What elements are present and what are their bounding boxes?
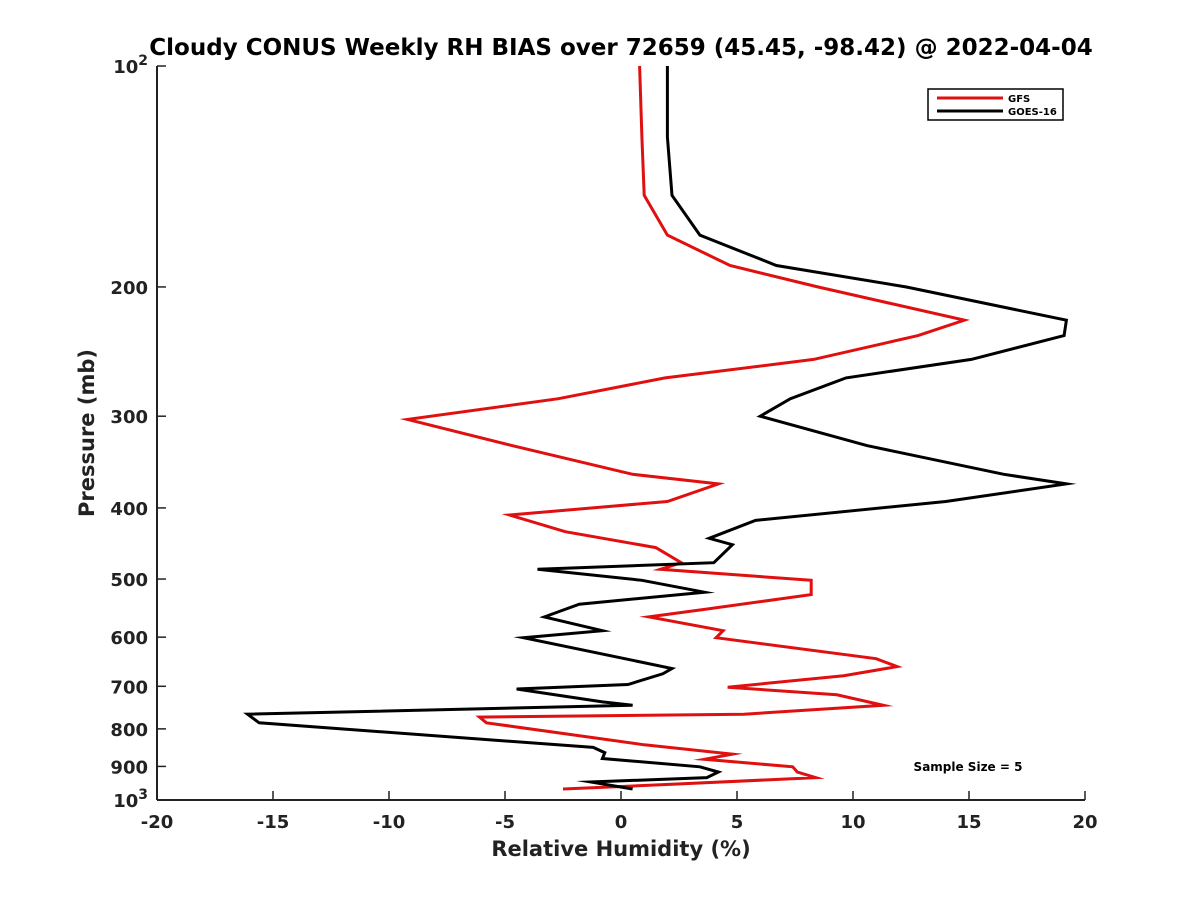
sample-size-annotation: Sample Size = 5 <box>914 760 1023 774</box>
y-tick-label: 600 <box>110 628 148 649</box>
y-tick-label: 800 <box>110 720 148 741</box>
y-tick-label: 400 <box>110 499 148 520</box>
legend-box <box>927 88 1064 121</box>
plot-area <box>157 66 1085 800</box>
legend: GFS GOES-16 <box>927 88 1064 121</box>
x-tick-label: 0 <box>615 812 628 833</box>
y-tick-label: 200 <box>110 278 148 299</box>
x-tick-label: 5 <box>731 812 744 833</box>
y-tick-label: 102 <box>113 53 148 78</box>
x-tick-label: 20 <box>1072 812 1097 833</box>
chart-title: Cloudy CONUS Weekly RH BIAS over 72659 (… <box>149 35 1092 61</box>
y-axis-title: Pressure (mb) <box>75 349 99 517</box>
x-tick-label: 10 <box>840 812 865 833</box>
x-tick-label: -20 <box>141 812 174 833</box>
series-line-gfs <box>399 65 970 791</box>
y-tick-label: 500 <box>110 570 148 591</box>
plot-lines <box>243 65 1077 791</box>
y-tick-label: 900 <box>110 757 148 778</box>
series-line-goes-16 <box>243 66 1077 791</box>
x-axis-title: Relative Humidity (%) <box>491 837 750 861</box>
y-axis-ticks: 102 200 300 400 500 600 700 800 900 103 <box>110 53 166 812</box>
legend-label: GFS <box>1008 94 1030 105</box>
x-tick-label: -5 <box>495 812 515 833</box>
x-tick-label: -10 <box>373 812 406 833</box>
x-tick-label: 15 <box>956 812 981 833</box>
y-tick-label: 103 <box>113 787 148 812</box>
x-tick-label: -15 <box>257 812 290 833</box>
y-tick-label: 300 <box>110 407 148 428</box>
y-tick-label: 700 <box>110 677 148 698</box>
x-axis-ticks: -20 -15 -10 -5 0 5 10 15 20 <box>141 791 1098 833</box>
legend-label: GOES-16 <box>1008 107 1057 118</box>
